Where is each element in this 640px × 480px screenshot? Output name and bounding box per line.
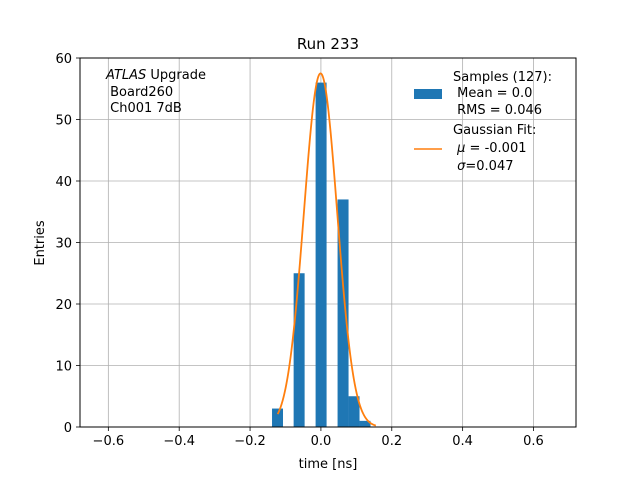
- legend-samples-line-1: Samples (127):: [453, 70, 552, 85]
- legend-sigma-symbol: σ: [457, 159, 466, 174]
- annotation-box: ATLAS Upgrade Board260 Ch001 7dB: [105, 68, 206, 116]
- x-axis-label: time [ns]: [299, 457, 358, 472]
- y-tick-label: 0: [64, 421, 72, 436]
- legend-samples-swatch: [414, 89, 442, 99]
- legend-samples-line-2: Mean = 0.0: [453, 86, 532, 101]
- y-axis-label: Entries: [33, 220, 48, 266]
- histogram-bar: [359, 420, 371, 427]
- y-tick-label: 60: [55, 52, 72, 67]
- legend-fit-sigma: σ=0.047: [453, 159, 514, 174]
- x-tick-label: −0.4: [163, 434, 195, 449]
- y-tick-label: 40: [55, 175, 72, 190]
- gaussian-fit-curve: [276, 72, 377, 427]
- x-tick-label: 0.4: [452, 434, 473, 449]
- histogram-bar: [315, 82, 327, 427]
- histogram-bar: [348, 396, 360, 427]
- histogram-bars: [272, 82, 371, 427]
- x-tick-label: −0.6: [93, 434, 125, 449]
- y-axis-ticks: 0 10 20 30 40 50 60: [55, 52, 80, 436]
- gaussian-fit: [276, 72, 377, 427]
- legend-sigma-value: =0.047: [465, 159, 513, 174]
- legend-fit-mu: μ = -0.001: [453, 141, 527, 156]
- annotation-atlas: ATLAS: [105, 68, 146, 83]
- legend-mu-value: = -0.001: [465, 141, 526, 156]
- chart-title: Run 233: [297, 35, 359, 53]
- histogram-bar: [337, 199, 349, 427]
- legend-fit-header: Gaussian Fit:: [453, 123, 536, 138]
- annotation-line-1: ATLAS Upgrade: [105, 68, 206, 83]
- histogram-bar: [293, 273, 305, 427]
- annotation-line-3: Ch001 7dB: [106, 101, 182, 116]
- x-tick-label: 0.2: [381, 434, 402, 449]
- y-tick-label: 30: [55, 237, 72, 252]
- legend-mu-symbol: μ: [456, 141, 465, 156]
- histogram-bar: [272, 408, 284, 427]
- legend-samples-line-3: RMS = 0.046: [453, 103, 542, 118]
- x-tick-label: 0.0: [311, 434, 332, 449]
- x-tick-label: −0.2: [234, 434, 266, 449]
- annotation-upgrade: Upgrade: [146, 68, 206, 83]
- y-tick-label: 10: [55, 360, 72, 375]
- legend: Samples (127): Mean = 0.0 RMS = 0.046 Ga…: [414, 70, 552, 174]
- annotation-line-2: Board260: [106, 85, 173, 100]
- x-tick-label: 0.6: [523, 434, 544, 449]
- y-tick-label: 50: [55, 114, 72, 129]
- y-tick-label: 20: [55, 298, 72, 313]
- x-axis-ticks: −0.6 −0.4 −0.2 0.0 0.2 0.4 0.6: [93, 427, 544, 449]
